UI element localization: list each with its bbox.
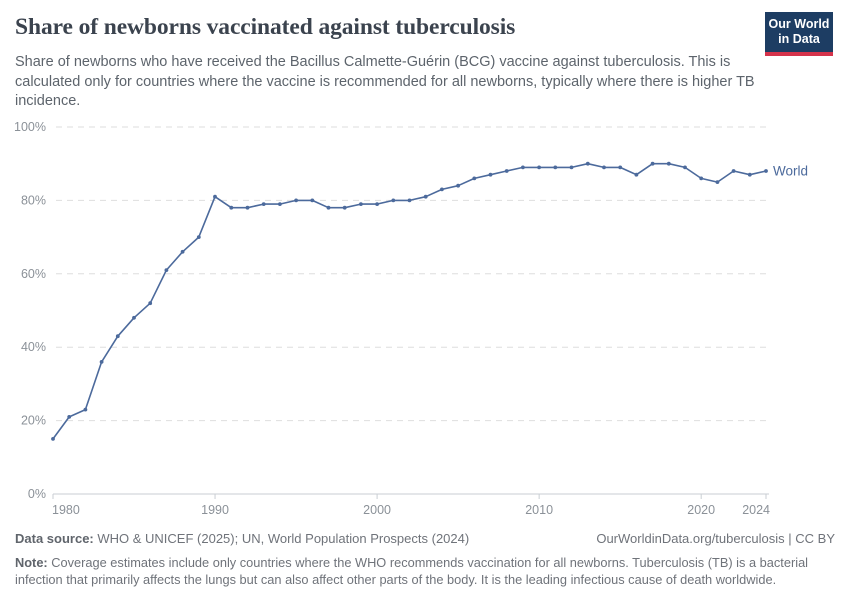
data-point[interactable]: [537, 165, 541, 170]
data-point[interactable]: [375, 202, 379, 207]
data-point[interactable]: [229, 205, 234, 210]
chart-subtitle: Share of newborns who have received the …: [15, 54, 755, 109]
data-point[interactable]: [407, 198, 412, 203]
data-point[interactable]: [391, 198, 396, 203]
data-point[interactable]: [342, 205, 347, 210]
data-point[interactable]: [310, 198, 315, 203]
data-point[interactable]: [504, 169, 509, 173]
data-point[interactable]: [456, 183, 460, 188]
data-point[interactable]: [650, 161, 655, 166]
data-point[interactable]: [115, 334, 120, 339]
data-point[interactable]: [180, 249, 185, 254]
data-point[interactable]: [294, 198, 298, 203]
x-tick-label: 1990: [201, 503, 229, 517]
data-point[interactable]: [699, 176, 704, 181]
data-point[interactable]: [764, 169, 768, 173]
data-point[interactable]: [440, 187, 444, 192]
data-source-label: Data source:: [15, 531, 94, 546]
x-tick-label: 2010: [525, 503, 553, 517]
data-point[interactable]: [423, 194, 428, 199]
data-point[interactable]: [569, 165, 574, 170]
data-point[interactable]: [99, 360, 104, 364]
x-tick-label: 2024: [742, 503, 770, 517]
x-tick-label: 1980: [52, 503, 80, 517]
series-label-world[interactable]: World: [773, 164, 808, 179]
data-point[interactable]: [683, 165, 687, 170]
y-tick-label: 60%: [21, 267, 46, 281]
data-point[interactable]: [553, 165, 558, 170]
data-point[interactable]: [488, 172, 493, 177]
owid-logo[interactable]: Our World in Data: [765, 12, 833, 56]
data-point[interactable]: [666, 161, 671, 166]
data-point[interactable]: [261, 202, 266, 207]
data-point[interactable]: [521, 165, 525, 170]
y-tick-label: 80%: [21, 193, 46, 207]
data-point[interactable]: [634, 172, 639, 177]
data-point[interactable]: [213, 194, 217, 199]
data-point[interactable]: [164, 268, 169, 272]
data-point[interactable]: [51, 437, 55, 441]
chart-title: Share of newborns vaccinated against tub…: [15, 14, 516, 40]
data-point[interactable]: [196, 235, 201, 240]
data-point[interactable]: [278, 202, 282, 207]
data-point[interactable]: [715, 180, 720, 185]
data-point[interactable]: [83, 407, 88, 412]
data-point[interactable]: [585, 161, 590, 166]
data-point[interactable]: [359, 202, 363, 207]
data-point[interactable]: [747, 172, 752, 177]
note-label: Note:: [15, 555, 48, 570]
data-point[interactable]: [472, 176, 477, 181]
y-tick-label: 20%: [21, 414, 46, 428]
data-point[interactable]: [245, 205, 250, 210]
data-point[interactable]: [731, 169, 736, 173]
x-tick-label: 2000: [363, 503, 391, 517]
owid-logo-line2: in Data: [778, 32, 820, 46]
y-tick-label: 0%: [28, 487, 46, 501]
y-tick-label: 100%: [14, 120, 46, 134]
owid-url-link[interactable]: OurWorldinData.org/tuberculosis | CC BY: [596, 531, 835, 546]
data-point[interactable]: [602, 165, 606, 170]
data-source-text: WHO & UNICEF (2025); UN, World Populatio…: [93, 531, 470, 546]
world-series-line[interactable]: [52, 162, 767, 440]
data-point[interactable]: [148, 301, 153, 306]
owid-logo-line1: Our World: [768, 17, 830, 31]
chart-footer: Data source: WHO & UNICEF (2025); UN, Wo…: [15, 531, 835, 546]
data-point[interactable]: [67, 415, 72, 419]
data-point[interactable]: [132, 315, 136, 320]
chart-note: Note: Coverage estimates include only co…: [15, 554, 833, 588]
x-tick-label: 2020: [687, 503, 715, 517]
note-text: Coverage estimates include only countrie…: [15, 555, 809, 587]
data-point[interactable]: [618, 165, 623, 170]
y-tick-label: 40%: [21, 340, 46, 354]
data-source: Data source: WHO & UNICEF (2025); UN, Wo…: [15, 531, 469, 546]
data-point[interactable]: [326, 205, 331, 210]
